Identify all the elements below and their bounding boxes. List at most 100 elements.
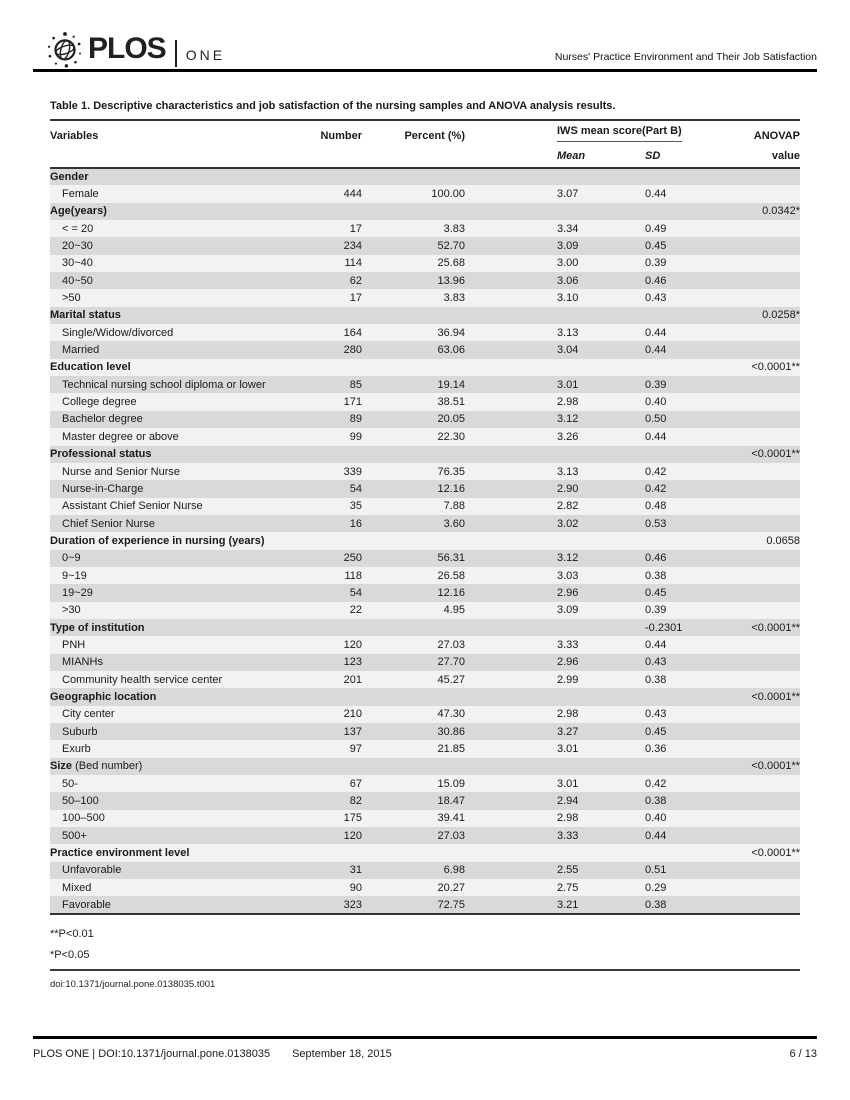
cell-sd: 0.46 xyxy=(645,552,667,565)
cell-number: 444 xyxy=(343,188,362,201)
cell-sd: 0.46 xyxy=(645,274,667,287)
cell-number: 62 xyxy=(349,274,362,287)
cell-mean: 3.27 xyxy=(557,725,579,738)
variable-label: 20~30 xyxy=(62,240,93,253)
cell-sd xyxy=(595,203,715,220)
col-header-variables: Variables xyxy=(50,130,99,142)
variable-label: 100–500 xyxy=(62,812,105,825)
cell-variable: Unfavorable xyxy=(50,862,302,879)
cell-mean: 3.01 xyxy=(557,378,579,391)
cell-percent xyxy=(362,619,465,636)
cell-p xyxy=(715,393,800,410)
cell-sd: 0.43 xyxy=(645,292,667,305)
cell-percent xyxy=(362,844,465,861)
variable-label: 0~9 xyxy=(62,552,81,565)
footnote-significance-05: *P<0.05 xyxy=(50,948,90,961)
cell-mean: 3.09 xyxy=(557,240,579,253)
cell-percent: 26.58 xyxy=(437,569,465,582)
cell-number: 99 xyxy=(349,430,362,443)
variable-label: Female xyxy=(62,188,99,201)
variable-label: City center xyxy=(62,708,115,721)
cell-variable: 30~40 xyxy=(50,255,302,272)
variable-label: Size xyxy=(50,760,73,773)
cell-variable: Exurb xyxy=(50,740,302,757)
table-row: Community health service center 201 45.27 2… xyxy=(50,670,801,689)
cell-number: 97 xyxy=(349,743,362,756)
cell-p xyxy=(715,636,800,653)
col-header-iws-group: IWS mean score(Part B) xyxy=(465,120,715,147)
cell-mean xyxy=(465,758,595,775)
table-row: Age(years) 0.0342* xyxy=(50,202,801,221)
cell-percent: 20.05 xyxy=(437,413,465,426)
cell-sd xyxy=(595,168,715,185)
col-header-value: value xyxy=(771,150,801,162)
cell-mean: 3.34 xyxy=(557,222,579,235)
cell-sd xyxy=(595,688,715,705)
cell-percent xyxy=(362,307,465,324)
cell-percent: 38.51 xyxy=(437,396,465,409)
cell-number: 17 xyxy=(349,292,362,305)
cell-variable: Married xyxy=(50,341,302,358)
cell-sd xyxy=(595,844,715,861)
cell-p xyxy=(715,341,800,358)
cell-percent: 27.70 xyxy=(437,656,465,669)
table-row: Married 280 63.06 3.04 0.44 xyxy=(50,341,801,359)
cell-mean: 3.26 xyxy=(557,430,579,443)
cell-variable: Size (Bed number) xyxy=(50,758,302,775)
cell-number: 82 xyxy=(349,795,362,808)
cell-percent: 47.30 xyxy=(437,708,465,721)
variable-label: Nurse-in-Charge xyxy=(62,482,144,495)
variable-label: Assistant Chief Senior Nurse xyxy=(62,500,203,513)
variable-label: Master degree or above xyxy=(62,430,179,443)
cell-sd: 0.38 xyxy=(645,673,667,686)
table-row: Geographic location <0.0001** xyxy=(50,688,801,706)
cell-number xyxy=(302,359,362,376)
cell-sd: 0.45 xyxy=(645,586,667,599)
table-body: Gender Female 444 100.00 3.07 0.44 Age(years) 0… xyxy=(50,168,801,914)
variable-label: 50–100 xyxy=(62,795,99,808)
cell-sd: 0.40 xyxy=(645,396,667,409)
cell-number: 54 xyxy=(349,482,362,495)
table-row: Exurb 97 21.85 3.01 0.36 xyxy=(50,740,801,758)
variable-label: 30~40 xyxy=(62,257,93,270)
variable-label: 40~50 xyxy=(62,274,93,287)
variable-label: Professional status xyxy=(50,448,152,461)
variable-label: Single/Widow/divorced xyxy=(62,326,174,339)
cell-p xyxy=(715,879,800,896)
cell-mean: 3.13 xyxy=(557,326,579,339)
cell-variable: 50–100 xyxy=(50,792,302,809)
cell-mean xyxy=(465,619,595,636)
cell-mean: 2.96 xyxy=(557,586,579,599)
cell-percent: 3.60 xyxy=(443,517,465,530)
cell-percent: 7.88 xyxy=(443,500,465,513)
cell-sd: 0.42 xyxy=(645,482,667,495)
cell-mean: 2.75 xyxy=(557,881,579,894)
variable-label: Technical nursing school diploma or lowe… xyxy=(62,378,266,391)
cell-variable: < = 20 xyxy=(50,220,302,237)
cell-sd xyxy=(595,359,715,376)
cell-mean xyxy=(465,203,595,220)
cell-sd: 0.44 xyxy=(645,188,667,201)
table-row: College degree 171 38.51 2.98 0.40 xyxy=(50,393,801,411)
variable-label: Mixed xyxy=(62,881,92,894)
cell-variable: Geographic location xyxy=(50,688,302,705)
cell-percent: 25.68 xyxy=(437,257,465,270)
cell-mean: 2.99 xyxy=(557,673,579,686)
table-row: Assistant Chief Senior Nurse 35 7.88 2.82 0.… xyxy=(50,497,801,515)
cell-variable: >30 xyxy=(50,602,302,619)
cell-number: 35 xyxy=(349,500,362,513)
cell-mean: 3.01 xyxy=(557,777,579,790)
table-row: 500+ 120 27.03 3.33 0.44 xyxy=(50,827,801,845)
cell-mean: 2.96 xyxy=(557,656,579,669)
table-row: Bachelor degree 89 20.05 3.12 0.50 xyxy=(50,410,801,429)
cell-variable: 20~30 xyxy=(50,237,302,254)
plos-wordmark: PLOS xyxy=(88,32,167,65)
cell-percent xyxy=(362,532,465,549)
variable-label: 19~29 xyxy=(62,586,93,599)
footer-page-number: 6 / 13 xyxy=(789,1048,817,1060)
cell-p xyxy=(715,428,800,445)
descriptive-table: Variables Number Percent (%) IWS mean sc… xyxy=(50,119,801,915)
cell-number: 114 xyxy=(344,257,362,270)
table-row: Duration of experience in nursing (years… xyxy=(50,532,801,550)
cell-p: <0.0001** xyxy=(751,361,801,374)
